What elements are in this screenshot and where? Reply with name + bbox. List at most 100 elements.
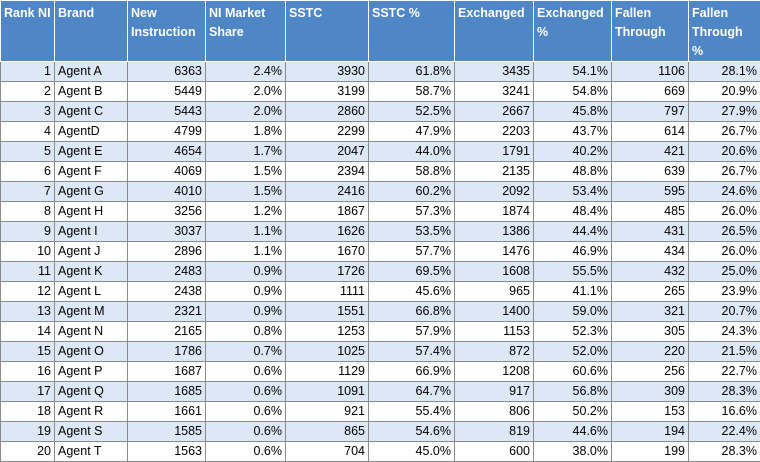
sstc-cell: 1726 <box>286 262 369 282</box>
sstc-cell: 1025 <box>286 342 369 362</box>
sstc-cell: 1551 <box>286 302 369 322</box>
sstc-cell: 704 <box>286 442 369 462</box>
exchanged-percent-cell: 48.8% <box>534 162 612 182</box>
ni-market-share-cell: 1.7% <box>206 142 286 162</box>
fallen-through-cell: 639 <box>612 162 689 182</box>
ni-market-share-cell: 1.1% <box>206 242 286 262</box>
fallen-through-percent-cell: 26.7% <box>689 162 760 182</box>
column-header-exchanged-percent: Exchanged % <box>534 1 612 62</box>
fallen-through-percent-cell: 21.5% <box>689 342 760 362</box>
ni-market-share-cell: 0.9% <box>206 262 286 282</box>
new-instruction-cell: 3037 <box>128 222 206 242</box>
exchanged-cell: 1153 <box>455 322 534 342</box>
column-header-brand: Brand <box>55 1 128 62</box>
sstc-cell: 1129 <box>286 362 369 382</box>
sstc-cell: 921 <box>286 402 369 422</box>
brand-cell: Agent K <box>55 262 128 282</box>
exchanged-cell: 1476 <box>455 242 534 262</box>
exchanged-cell: 1400 <box>455 302 534 322</box>
exchanged-percent-cell: 54.1% <box>534 62 612 82</box>
sstc-cell: 1867 <box>286 202 369 222</box>
exchanged-cell: 1791 <box>455 142 534 162</box>
sstc-cell: 865 <box>286 422 369 442</box>
brand-cell: Agent B <box>55 82 128 102</box>
brand-cell: Agent J <box>55 242 128 262</box>
fallen-through-cell: 614 <box>612 122 689 142</box>
brand-cell: Agent E <box>55 142 128 162</box>
sstc-percent-cell: 61.8% <box>369 62 455 82</box>
exchanged-percent-cell: 53.4% <box>534 182 612 202</box>
header-row: Rank NI Brand New Instruction NI Market … <box>1 1 760 62</box>
sstc-percent-cell: 55.4% <box>369 402 455 422</box>
fallen-through-percent-cell: 28.1% <box>689 62 760 82</box>
exchanged-percent-cell: 52.0% <box>534 342 612 362</box>
sstc-percent-cell: 45.6% <box>369 282 455 302</box>
ni-market-share-cell: 0.8% <box>206 322 286 342</box>
new-instruction-cell: 4069 <box>128 162 206 182</box>
exchanged-cell: 1874 <box>455 202 534 222</box>
sstc-percent-cell: 45.0% <box>369 442 455 462</box>
rank-cell: 2 <box>1 82 55 102</box>
ni-market-share-cell: 1.5% <box>206 162 286 182</box>
sstc-cell: 1253 <box>286 322 369 342</box>
brand-cell: Agent L <box>55 282 128 302</box>
exchanged-cell: 2667 <box>455 102 534 122</box>
ni-market-share-cell: 0.6% <box>206 422 286 442</box>
fallen-through-percent-cell: 27.9% <box>689 102 760 122</box>
rank-cell: 3 <box>1 102 55 122</box>
sstc-percent-cell: 66.9% <box>369 362 455 382</box>
sstc-percent-cell: 69.5% <box>369 262 455 282</box>
new-instruction-cell: 1687 <box>128 362 206 382</box>
fallen-through-cell: 265 <box>612 282 689 302</box>
brand-cell: Agent T <box>55 442 128 462</box>
fallen-through-cell: 797 <box>612 102 689 122</box>
sstc-percent-cell: 54.6% <box>369 422 455 442</box>
brand-cell: Agent O <box>55 342 128 362</box>
rank-cell: 12 <box>1 282 55 302</box>
new-instruction-cell: 1585 <box>128 422 206 442</box>
exchanged-percent-cell: 38.0% <box>534 442 612 462</box>
sstc-percent-cell: 64.7% <box>369 382 455 402</box>
exchanged-cell: 1208 <box>455 362 534 382</box>
new-instruction-cell: 1563 <box>128 442 206 462</box>
brand-cell: Agent N <box>55 322 128 342</box>
column-header-exchanged: Exchanged <box>455 1 534 62</box>
fallen-through-percent-cell: 22.4% <box>689 422 760 442</box>
exchanged-percent-cell: 41.1% <box>534 282 612 302</box>
rank-cell: 9 <box>1 222 55 242</box>
new-instruction-cell: 2321 <box>128 302 206 322</box>
sstc-percent-cell: 53.5% <box>369 222 455 242</box>
exchanged-cell: 2135 <box>455 162 534 182</box>
new-instruction-cell: 2165 <box>128 322 206 342</box>
exchanged-percent-cell: 44.4% <box>534 222 612 242</box>
fallen-through-cell: 421 <box>612 142 689 162</box>
sstc-percent-cell: 57.7% <box>369 242 455 262</box>
column-header-fallen-through-percent: Fallen Through % <box>689 1 760 62</box>
sstc-percent-cell: 57.3% <box>369 202 455 222</box>
exchanged-cell: 2092 <box>455 182 534 202</box>
new-instruction-cell: 1786 <box>128 342 206 362</box>
rank-cell: 11 <box>1 262 55 282</box>
new-instruction-cell: 2483 <box>128 262 206 282</box>
sstc-cell: 3199 <box>286 82 369 102</box>
exchanged-cell: 3241 <box>455 82 534 102</box>
new-instruction-cell: 1661 <box>128 402 206 422</box>
fallen-through-cell: 153 <box>612 402 689 422</box>
exchanged-percent-cell: 56.8% <box>534 382 612 402</box>
new-instruction-cell: 4799 <box>128 122 206 142</box>
new-instruction-cell: 2896 <box>128 242 206 262</box>
ni-market-share-cell: 1.8% <box>206 122 286 142</box>
exchanged-percent-cell: 40.2% <box>534 142 612 162</box>
rank-cell: 7 <box>1 182 55 202</box>
fallen-through-percent-cell: 20.6% <box>689 142 760 162</box>
fallen-through-percent-cell: 20.7% <box>689 302 760 322</box>
sstc-cell: 3930 <box>286 62 369 82</box>
